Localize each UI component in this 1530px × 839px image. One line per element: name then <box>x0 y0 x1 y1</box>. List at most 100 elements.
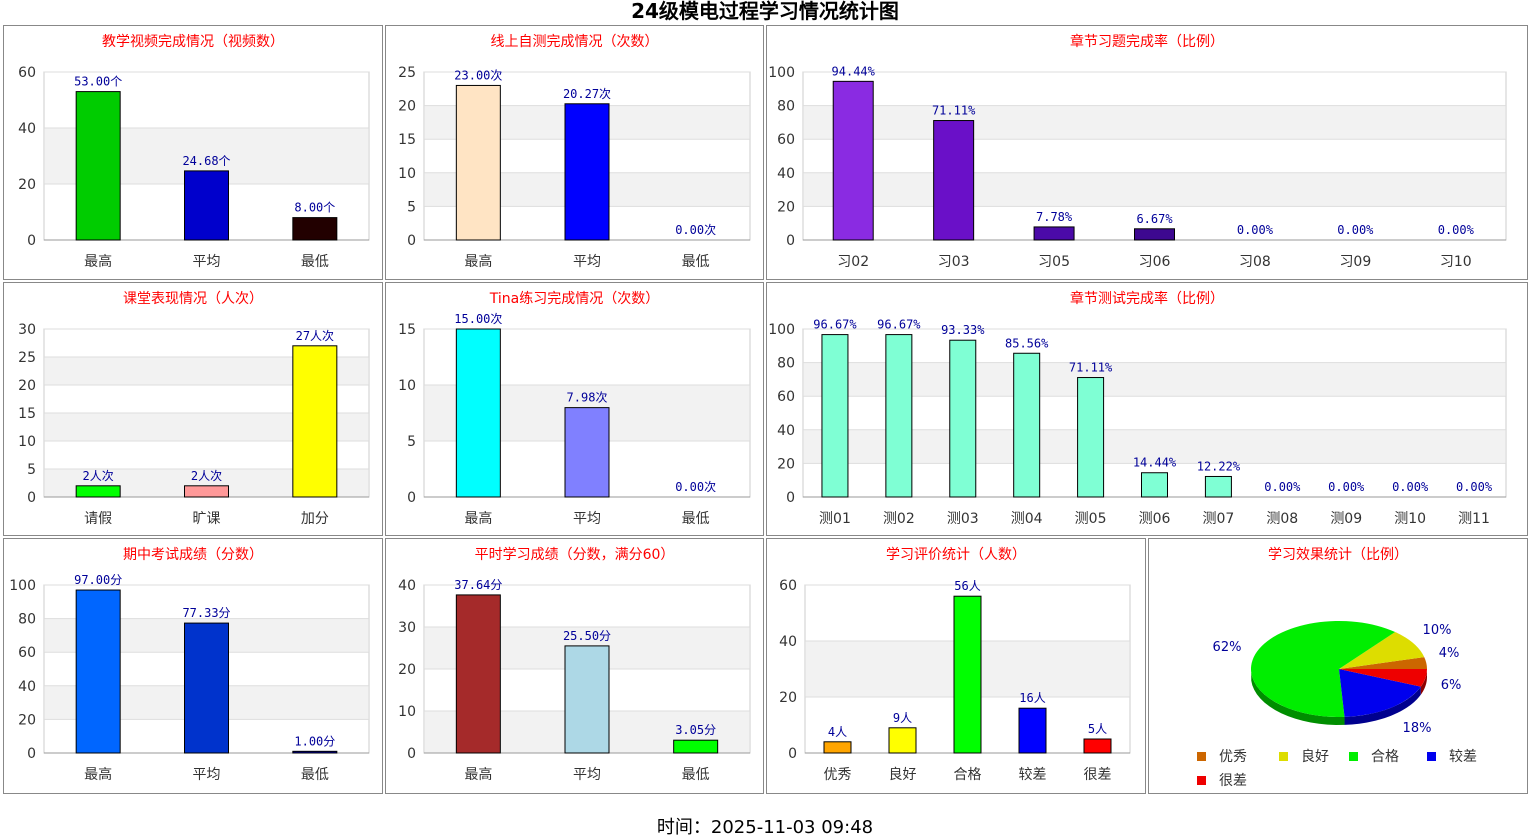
data-label: 3.05分 <box>675 723 716 737</box>
page-title: 24级模电过程学习情况统计图 <box>631 0 899 23</box>
grid-band <box>804 172 1505 207</box>
y-tick-label: 30 <box>18 322 36 338</box>
legend-swatch <box>1427 752 1436 761</box>
x-tick-label: 平均 <box>573 254 601 270</box>
x-tick-label: 最低 <box>301 767 329 783</box>
bar-chapter-exercise-2 <box>1033 226 1075 241</box>
bar-chapter-test-6 <box>1204 475 1232 498</box>
y-tick-label: 30 <box>398 620 416 636</box>
y-tick-label: 20 <box>777 456 795 472</box>
x-tick-label: 最高 <box>84 766 112 783</box>
y-tick-label: 20 <box>777 199 795 215</box>
x-tick-label: 很差 <box>1084 767 1112 783</box>
pie-slice-2 <box>1251 621 1396 717</box>
pie-side-2 <box>1251 672 1345 725</box>
y-tick-label: 5 <box>407 199 416 215</box>
bar-classroom-1 <box>184 485 229 498</box>
y-tick-label: 80 <box>777 99 795 115</box>
x-tick-label: 良好 <box>889 767 917 783</box>
y-tick-label: 0 <box>788 746 797 762</box>
y-tick-label: 40 <box>18 121 36 137</box>
x-tick-label: 最高 <box>464 253 492 270</box>
pie-side-4 <box>1420 669 1427 695</box>
bar-video-0 <box>75 91 121 241</box>
data-label: 0.00% <box>1264 480 1301 494</box>
y-tick-label: 5 <box>407 434 416 450</box>
legend-swatch <box>1197 776 1206 785</box>
footer-timestamp: 时间：2025-11-03 09:48 <box>656 817 874 838</box>
bar-midterm-2 <box>292 750 338 754</box>
x-tick-label: 合格 <box>954 767 982 783</box>
chart-panel-usual-score: 平时学习成绩（分数，满分60） 0 10 20 30 40 37.64分 最高 25.50分 平均… <box>385 538 764 794</box>
data-label: 0.00% <box>1337 223 1374 237</box>
data-label: 93.33% <box>941 323 985 337</box>
bar-evaluation-4 <box>1083 738 1112 754</box>
data-label: 24.68个 <box>182 154 230 168</box>
chart-title: 平时学习成绩（分数，满分60） <box>475 547 675 563</box>
data-label: 5人 <box>1088 722 1107 736</box>
x-tick-label: 习08 <box>1239 254 1271 270</box>
pie-slice-4 <box>1339 669 1427 687</box>
x-tick-label: 加分 <box>301 511 329 527</box>
data-label: 4人 <box>828 725 847 739</box>
x-tick-label: 较差 <box>1019 767 1047 783</box>
x-tick-label: 最低 <box>682 254 710 270</box>
y-tick-label: 0 <box>407 490 416 506</box>
pie-label: 62% <box>1213 640 1242 655</box>
x-tick-label: 习03 <box>938 254 970 270</box>
x-tick-label: 平均 <box>573 767 601 783</box>
x-tick-label: 最高 <box>84 253 112 270</box>
y-tick-label: 20 <box>779 690 797 706</box>
data-label: 56人 <box>954 579 980 593</box>
pie-label: 10% <box>1423 623 1452 638</box>
chart-title: 线上自测完成情况（次数） <box>491 34 659 50</box>
bar-evaluation-0 <box>823 741 852 754</box>
y-tick-label: 100 <box>768 322 795 338</box>
x-tick-label: 测01 <box>819 511 851 527</box>
x-tick-label: 测10 <box>1394 511 1426 527</box>
grid-band <box>804 429 1505 464</box>
bar-usual-1 <box>564 645 610 754</box>
bar-chapter-exercise-0 <box>832 80 874 241</box>
chart-title: 章节测试完成率（比例） <box>1070 290 1224 307</box>
y-tick-label: 80 <box>777 356 795 372</box>
x-tick-label: 平均 <box>193 254 221 270</box>
data-label: 0.00% <box>1392 480 1429 494</box>
data-label: 96.67% <box>877 318 921 332</box>
x-tick-label: 测04 <box>1011 511 1043 527</box>
x-tick-label: 测08 <box>1266 511 1298 527</box>
legend-label: 很差 <box>1219 773 1247 789</box>
chart-panel-effect-pie: 学习效果统计（比例） 4% 10% 62% 18% 6% 优秀 良好 合格 较差 很差 <box>1148 538 1528 794</box>
y-tick-label: 0 <box>27 490 36 506</box>
data-label: 8.00个 <box>294 201 335 215</box>
y-tick-label: 25 <box>18 350 36 366</box>
y-tick-label: 40 <box>777 423 795 439</box>
legend-swatch <box>1279 752 1288 761</box>
bar-selftest-1 <box>564 103 610 241</box>
bar-midterm-1 <box>184 622 229 754</box>
chart-panel-evaluation-stats: 学习评价统计（人数） 0 20 40 60 4人 优秀 9人 良好 56人 合格 16人 较差 5人 很差 <box>766 538 1146 794</box>
data-label: 2人次 <box>83 469 114 483</box>
y-tick-label: 5 <box>27 462 36 478</box>
x-tick-label: 测05 <box>1075 511 1107 527</box>
y-tick-label: 60 <box>777 389 795 405</box>
data-label: 0.00% <box>1237 223 1274 237</box>
data-label: 97.00分 <box>74 573 122 587</box>
data-label: 0.00次 <box>675 480 716 494</box>
chart-panel-online-selftest: 线上自测完成情况（次数） 0 5 10 15 20 25 23.00次 最高 20.27次 平均 0.… <box>385 25 764 280</box>
y-tick-label: 15 <box>398 322 416 338</box>
bar-evaluation-3 <box>1018 707 1047 754</box>
y-tick-label: 20 <box>398 99 416 115</box>
data-label: 85.56% <box>1005 336 1049 350</box>
y-tick-label: 60 <box>779 578 797 594</box>
y-tick-label: 20 <box>398 662 416 678</box>
grid-band <box>804 105 1505 140</box>
legend-label: 优秀 <box>1219 749 1247 765</box>
y-tick-label: 0 <box>407 233 416 249</box>
chart-title: 章节习题完成率（比例） <box>1070 33 1224 50</box>
bar-classroom-0 <box>75 485 121 498</box>
legend-swatch <box>1349 752 1358 761</box>
y-tick-label: 100 <box>768 65 795 81</box>
grid-band <box>804 362 1505 397</box>
